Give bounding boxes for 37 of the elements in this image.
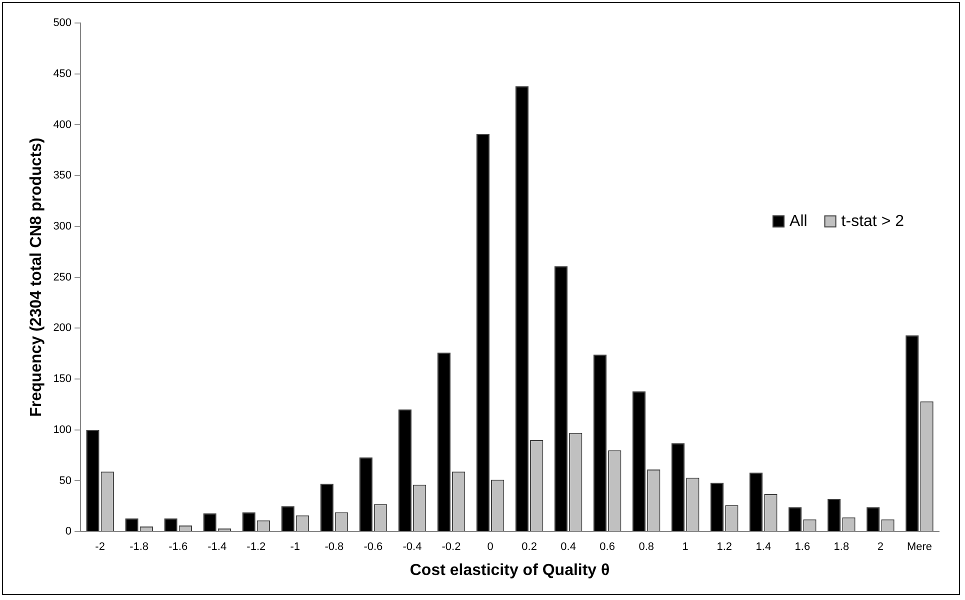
x-tick-label: 0.4	[560, 541, 576, 554]
y-tick-label: 400	[53, 118, 72, 131]
x-tick-label: 1	[682, 541, 688, 554]
legend-label: t-stat > 2	[841, 212, 904, 230]
x-tick-label: 2	[877, 541, 884, 554]
x-tick-label: 1.6	[794, 541, 810, 554]
x-tick-label: 0.2	[522, 541, 537, 554]
x-tick-label: -1.8	[130, 541, 149, 554]
x-tick-label: 0	[487, 541, 494, 554]
y-tick-label: 450	[53, 68, 72, 80]
y-tick-label: 200	[53, 322, 72, 334]
x-tick-label: -1.2	[246, 541, 266, 554]
x-tick-label: 0.6	[600, 541, 615, 554]
x-tick-label: -0.8	[324, 541, 344, 554]
x-tick-label: 1.8	[834, 541, 850, 554]
y-tick-label: 50	[59, 474, 72, 487]
x-tick-label: -0.4	[402, 541, 422, 554]
x-tick-label: -0.2	[442, 541, 461, 554]
y-axis-title: Frequency (2304 total CN8 products)	[28, 138, 46, 417]
x-tick-label: 1.4	[756, 541, 772, 554]
x-tick-label: 0.8	[638, 541, 654, 554]
x-tick-label: -2	[95, 541, 105, 554]
x-tick-label: -1.6	[168, 541, 188, 554]
x-tick-label: -1	[290, 541, 300, 554]
y-tick-label: 250	[53, 271, 72, 284]
x-tick-label: Mere	[906, 541, 932, 554]
y-tick-label: 350	[53, 170, 72, 182]
x-tick-label: -0.6	[364, 541, 383, 554]
y-tick-label: 300	[53, 220, 72, 232]
x-tick-label: 1.2	[716, 541, 732, 554]
y-tick-label: 0	[65, 526, 72, 538]
y-tick-label: 100	[53, 424, 72, 436]
legend-label: All	[790, 212, 808, 230]
y-tick-label: 500	[53, 17, 72, 30]
x-axis-title: Cost elasticity of Quality θ	[410, 562, 610, 579]
x-tick-label: -1.4	[208, 541, 227, 554]
y-tick-label: 150	[53, 373, 72, 386]
